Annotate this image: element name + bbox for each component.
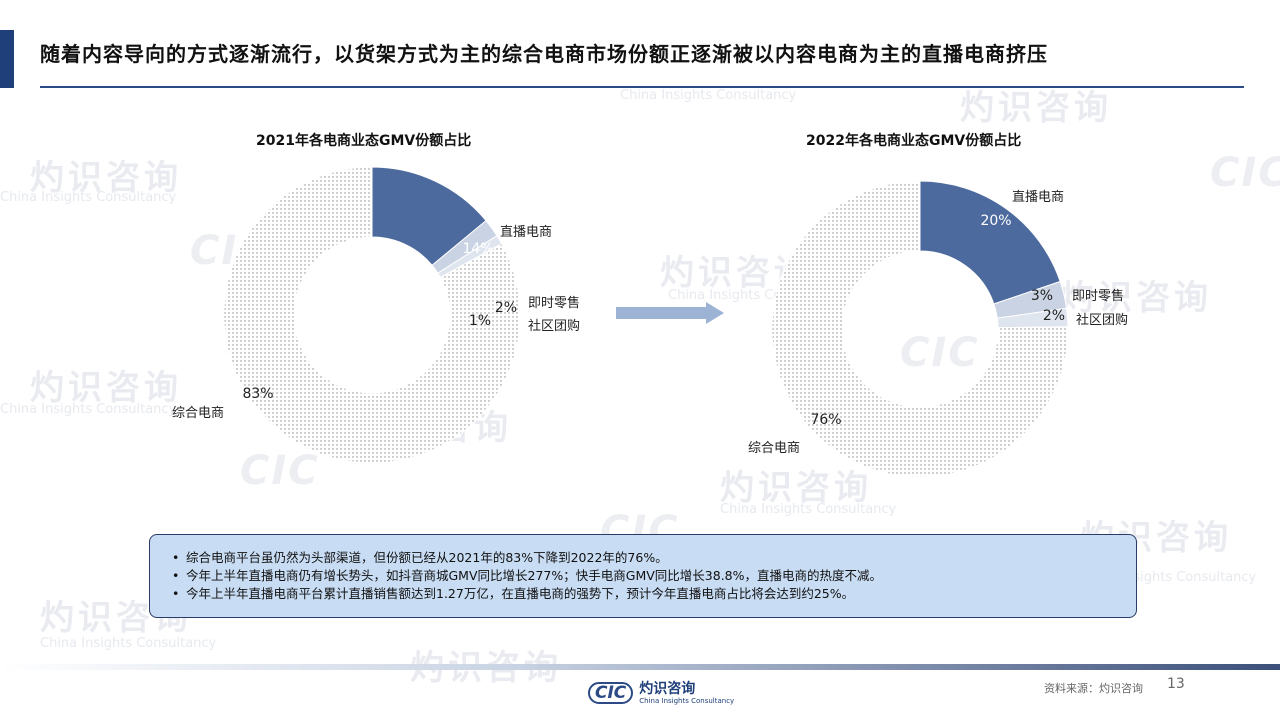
slice-value-label: 14% xyxy=(462,241,493,257)
donut-slice-3 xyxy=(223,166,521,464)
slice-category-label: 直播电商 xyxy=(500,225,552,240)
slice-category-label: 综合电商 xyxy=(748,441,800,456)
transition-arrow-icon xyxy=(616,302,724,324)
key-findings-box: 综合电商平台虽仍然为头部渠道，但份额已经从2021年的83%下降到2022年的7… xyxy=(149,534,1137,618)
logo-name-en: China Insights Consultancy xyxy=(639,696,735,705)
title-divider xyxy=(40,86,1244,88)
donut-slice-3 xyxy=(771,180,1069,478)
slice-category-label: 即时零售 xyxy=(528,295,580,311)
finding-item: 今年上半年直播电商仍有增长势头，如抖音商城GMV同比增长277%；快手电商GMV… xyxy=(172,567,1136,585)
key-findings-list: 综合电商平台虽仍然为头部渠道，但份额已经从2021年的83%下降到2022年的7… xyxy=(150,535,1136,603)
slice-value-label: 1% xyxy=(469,313,491,329)
slice-category-label: 社区团购 xyxy=(1076,312,1128,328)
chart-title-2022: 2022年各电商业态GMV份额占比 xyxy=(806,133,1022,149)
slice-value-label: 2% xyxy=(1043,308,1065,324)
slice-value-label: 83% xyxy=(242,386,273,402)
source-note: 资料来源：灼识咨询 xyxy=(1044,682,1143,695)
slice-category-label: 社区团购 xyxy=(528,318,580,334)
title-accent-bar xyxy=(0,30,14,88)
slice-value-label: 20% xyxy=(980,213,1011,229)
watermark-text: China Insights Consultancy xyxy=(40,636,217,651)
finding-item: 综合电商平台虽仍然为头部渠道，但份额已经从2021年的83%下降到2022年的7… xyxy=(172,549,1136,567)
slice-value-label: 76% xyxy=(810,412,841,428)
watermark-text: China Insights Consultancy xyxy=(620,88,797,103)
page-number: 13 xyxy=(1167,676,1185,692)
slice-value-label: 2% xyxy=(495,300,517,316)
cic-logo-mark: CIC xyxy=(588,682,634,704)
footer-strip xyxy=(0,664,1280,670)
slice-category-label: 直播电商 xyxy=(1012,190,1064,205)
chart-title-2021: 2021年各电商业态GMV份额占比 xyxy=(256,133,472,149)
slice-value-label: 3% xyxy=(1031,288,1053,304)
finding-item: 今年上半年直播电商平台累计直播销售额达到1.27万亿，在直播电商的强势下，预计今… xyxy=(172,585,1136,603)
page-title: 随着内容导向的方式逐渐流行，以货架方式为主的综合电商市场份额正逐渐被以内容电商为… xyxy=(40,42,1048,66)
donut-slice-0 xyxy=(919,180,1061,305)
slice-category-label: 综合电商 xyxy=(172,406,224,421)
footer-logo: CIC 灼识咨询 China Insights Consultancy xyxy=(588,680,734,706)
slice-category-label: 即时零售 xyxy=(1072,288,1124,304)
logo-name-zh: 灼识咨询 xyxy=(639,680,696,697)
